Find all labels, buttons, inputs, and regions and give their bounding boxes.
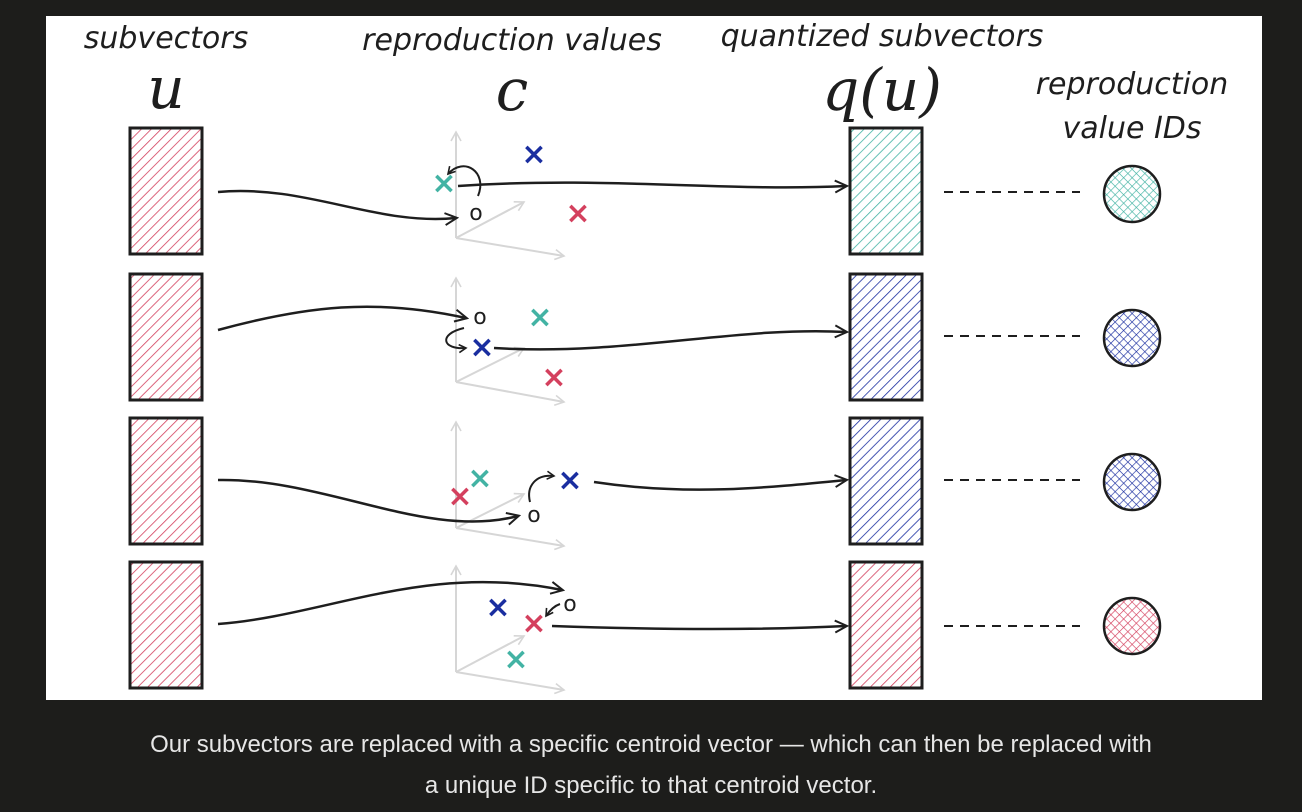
- quantized-rect: [848, 560, 924, 690]
- centroid-marker: ×: [485, 590, 510, 625]
- caption-line-1: Our subvectors are replaced with a speci…: [150, 731, 1152, 758]
- subvector-rect: [128, 560, 204, 690]
- header-c-symbol: c: [496, 56, 528, 124]
- subvector-rect: [128, 416, 204, 546]
- centroid-marker: ×: [521, 606, 546, 641]
- quantized-rect: [848, 416, 924, 546]
- snap-arrow: [545, 603, 561, 618]
- row-1: × × × o: [128, 126, 1162, 261]
- point-marker: o: [563, 592, 576, 617]
- centroid-marker: ×: [527, 300, 552, 335]
- output-arrow: [457, 183, 846, 188]
- centroid-marker: ×: [541, 360, 566, 395]
- centroid-marker: ×: [447, 479, 472, 514]
- input-arrow: [217, 580, 562, 626]
- centroid-marker: ×: [565, 196, 590, 231]
- centroid-marker: ×: [469, 330, 494, 365]
- header-qu-symbol: q(u): [822, 56, 942, 124]
- subvector-rect: [128, 272, 204, 402]
- input-arrow: [217, 189, 456, 219]
- snap-arrow: [528, 470, 556, 503]
- input-arrow: [217, 305, 466, 332]
- header-reproduction-values: reproduction values: [362, 23, 662, 58]
- input-arrow: [217, 478, 518, 522]
- centroid-marker: ×: [503, 642, 528, 677]
- centroid-marker: ×: [557, 463, 582, 498]
- centroid-marker: ×: [521, 137, 546, 172]
- output-arrow: [593, 480, 846, 491]
- header-quantized-subvectors: quantized subvectors: [721, 19, 1044, 54]
- id-circle: [1102, 596, 1162, 656]
- header-ids-line2: value IDs: [1062, 111, 1201, 146]
- row-4: × × × o: [128, 560, 1162, 695]
- centroid-marker: ×: [467, 461, 492, 496]
- centroid-marker: ×: [431, 166, 456, 201]
- output-arrow: [493, 331, 846, 351]
- output-arrow: [551, 626, 846, 629]
- id-circle: [1102, 308, 1162, 368]
- point-marker: o: [469, 201, 482, 226]
- diagram-panel: subvectors u reproduction values c quant…: [46, 16, 1262, 700]
- axes: [450, 130, 566, 261]
- row-2: o × × ×: [128, 272, 1162, 407]
- header-u-symbol: u: [147, 54, 184, 122]
- quantized-rect: [848, 126, 924, 256]
- caption-line-2: a unique ID specific to that centroid ve…: [424, 772, 878, 799]
- subvector-rect: [128, 126, 204, 256]
- quantized-rect: [848, 272, 924, 402]
- figure-caption: Our subvectors are replaced with a speci…: [0, 724, 1302, 806]
- header-subvectors: subvectors: [84, 21, 248, 56]
- snap-arrow: [445, 327, 468, 354]
- row-3: × × × o: [128, 416, 1162, 551]
- id-circle: [1102, 164, 1162, 224]
- point-marker: o: [473, 305, 486, 330]
- point-marker: o: [527, 503, 540, 528]
- header-ids-line1: reproduction: [1036, 67, 1229, 102]
- snap-arrow: [446, 165, 482, 197]
- quantization-diagram: subvectors u reproduction values c quant…: [84, 19, 1229, 695]
- id-circle: [1102, 452, 1162, 512]
